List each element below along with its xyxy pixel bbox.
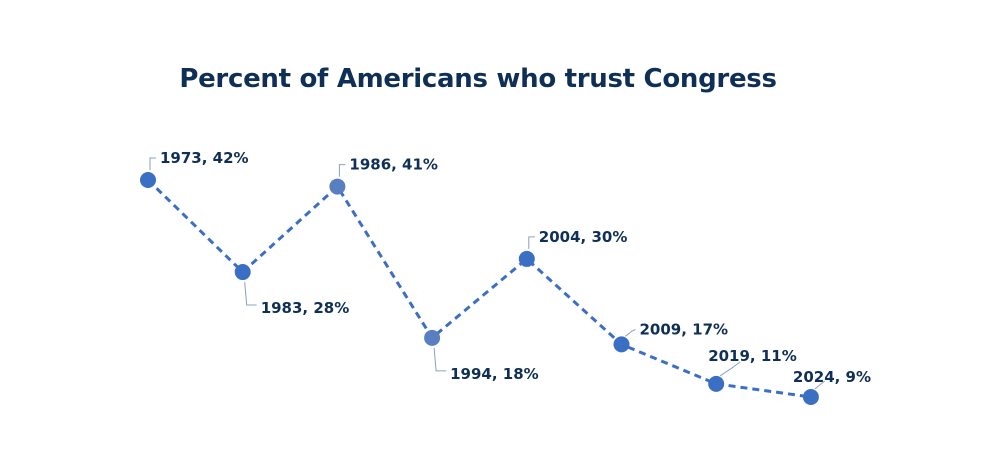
data-label-1994: 1994, 18% <box>450 365 539 383</box>
data-point-2004 <box>518 250 535 267</box>
data-point-1973 <box>140 172 156 188</box>
series-line <box>146 178 812 399</box>
data-label-1986: 1986, 41% <box>349 156 438 174</box>
label-leader-line <box>528 236 535 249</box>
data-label-2009: 2009, 17% <box>640 320 729 338</box>
label-leader-line <box>149 157 156 170</box>
data-label-2019: 2019, 11% <box>708 347 797 365</box>
data-point-1986 <box>329 178 346 195</box>
data-point-2009 <box>613 336 630 353</box>
data-label-1983: 1983, 28% <box>261 299 350 317</box>
data-point-1994 <box>424 329 441 346</box>
data-point-1983 <box>234 264 251 281</box>
data-label-1973: 1973, 42% <box>160 149 249 167</box>
data-label-2004: 2004, 30% <box>539 228 628 246</box>
data-point-2019 <box>708 375 725 392</box>
label-leader-line <box>719 361 741 377</box>
label-leader-line <box>244 282 257 306</box>
chart-title: Percent of Americans who trust Congress <box>179 64 777 94</box>
label-leader-line <box>433 347 447 372</box>
data-point-2024 <box>802 389 819 405</box>
label-leader-line <box>814 380 826 390</box>
label-leader-line <box>625 328 636 337</box>
data-label-2024: 2024, 9% <box>793 368 871 386</box>
label-leader-line <box>338 164 346 177</box>
